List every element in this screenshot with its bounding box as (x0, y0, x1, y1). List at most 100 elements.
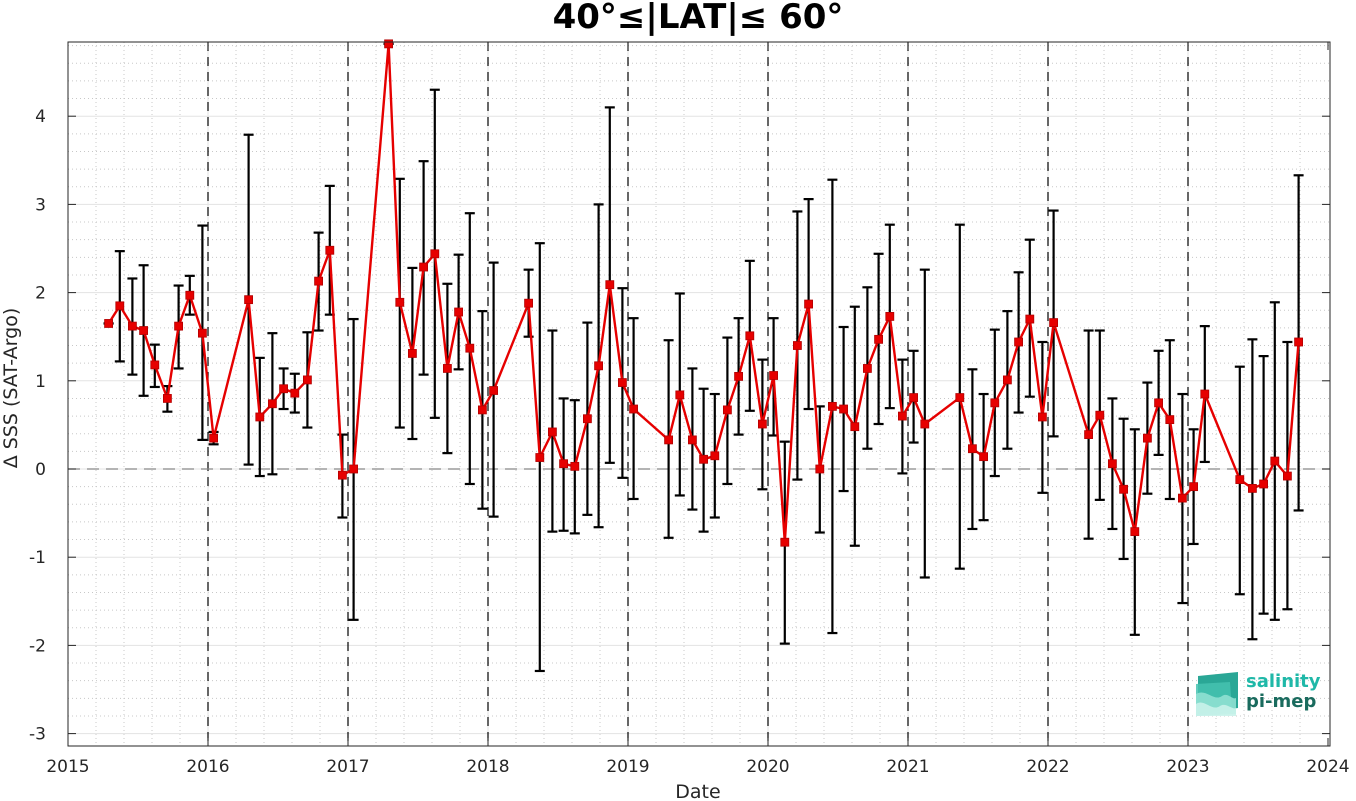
data-point (104, 319, 113, 328)
data-point (430, 249, 440, 259)
x-tick-label: 2015 (46, 757, 89, 777)
data-point (815, 464, 825, 474)
data-point (699, 454, 708, 464)
data-point (1049, 318, 1058, 327)
chart-title: 40°≤|LAT|≤ 60° (553, 0, 844, 37)
x-tick-label: 2016 (186, 757, 229, 777)
data-point (1270, 456, 1280, 466)
data-point (349, 464, 359, 474)
data-point (454, 307, 464, 317)
data-point (279, 384, 289, 394)
data-point (115, 301, 125, 311)
x-axis-label: Date (675, 781, 720, 801)
data-point (162, 394, 172, 403)
data-point (150, 360, 160, 370)
data-point (769, 371, 778, 380)
logo-text-pi-mep: pi-mep (1246, 691, 1316, 712)
y-axis-label: Δ SSS (SAT-Argo) (0, 308, 22, 468)
data-point (1178, 493, 1187, 503)
data-point (127, 321, 137, 331)
x-tick-label: 2022 (1026, 757, 1069, 777)
x-tick-label: 2020 (746, 757, 789, 777)
data-point (290, 388, 300, 398)
data-point (828, 401, 837, 411)
x-tick-label: 2018 (466, 757, 509, 777)
y-tick-label: 2 (35, 284, 46, 304)
data-point (1130, 527, 1140, 537)
error-bars (103, 42, 1304, 673)
data-point (885, 312, 895, 321)
data-point (325, 245, 335, 255)
data-point (489, 386, 499, 395)
data-point (594, 361, 603, 371)
y-tick-label: 4 (35, 107, 46, 127)
data-point (618, 378, 627, 387)
data-point (1143, 433, 1152, 443)
data-point (664, 435, 673, 445)
data-point (524, 298, 533, 308)
salinity-pi-mep-logo: salinity pi-mep (1196, 671, 1321, 716)
data-point (839, 404, 848, 414)
data-point (979, 452, 988, 462)
wave-logo-icon (1196, 672, 1238, 716)
data-point (197, 328, 207, 338)
data-point (1095, 410, 1105, 420)
data-point (874, 334, 883, 344)
data-point (384, 39, 394, 49)
data-point (1259, 479, 1268, 489)
data-point (583, 414, 592, 424)
data-point (1003, 375, 1012, 385)
data-point (209, 433, 219, 443)
data-markers (104, 39, 1303, 547)
data-point (1014, 337, 1023, 347)
data-point (629, 404, 638, 414)
axes-box (67, 41, 1331, 747)
data-point (1154, 398, 1163, 408)
data-point (863, 364, 872, 373)
x-tick-label: 2023 (1166, 757, 1209, 777)
data-point (745, 331, 755, 341)
data-point (1119, 484, 1128, 494)
data-point (675, 390, 685, 400)
data-point (267, 399, 277, 409)
data-point (302, 375, 312, 385)
data-point (1200, 389, 1210, 399)
data-point (605, 280, 615, 290)
data-point (477, 405, 487, 415)
x-axis-ticks: 2015 2016 2017 2018 2019 2020 2021 2022 2023 2024 (46, 42, 1350, 777)
data-point (1165, 415, 1175, 425)
logo-text-salinity: salinity (1246, 671, 1321, 692)
data-point (804, 299, 813, 309)
data-point (968, 444, 977, 454)
data-point (1038, 412, 1047, 422)
y-axis-ticks: -3 -2 -1 0 1 2 3 4 (29, 107, 1330, 745)
data-point (174, 321, 184, 331)
data-point (898, 411, 907, 421)
x-tick-label: 2021 (886, 757, 929, 777)
data-point (1108, 459, 1117, 469)
y-tick-label: -2 (29, 636, 46, 656)
data-point (688, 435, 697, 445)
y-tick-label: 0 (35, 460, 46, 480)
data-point (850, 422, 860, 432)
data-point (1294, 337, 1303, 347)
data-point (548, 427, 557, 437)
data-point (920, 419, 930, 429)
data-point (255, 412, 265, 422)
data-point (314, 276, 324, 286)
data-point (419, 262, 429, 272)
data-point (395, 297, 405, 307)
data-point (758, 419, 767, 429)
data-point (559, 459, 568, 469)
data-point (1248, 484, 1257, 493)
data-point (407, 349, 417, 358)
data-point (1025, 314, 1035, 324)
data-point (185, 290, 195, 300)
data-point (1084, 430, 1093, 440)
data-point (990, 398, 1000, 408)
year-divider-lines (207, 42, 1189, 746)
data-point (909, 393, 918, 402)
data-point (723, 405, 732, 415)
y-tick-label: 3 (35, 195, 46, 215)
